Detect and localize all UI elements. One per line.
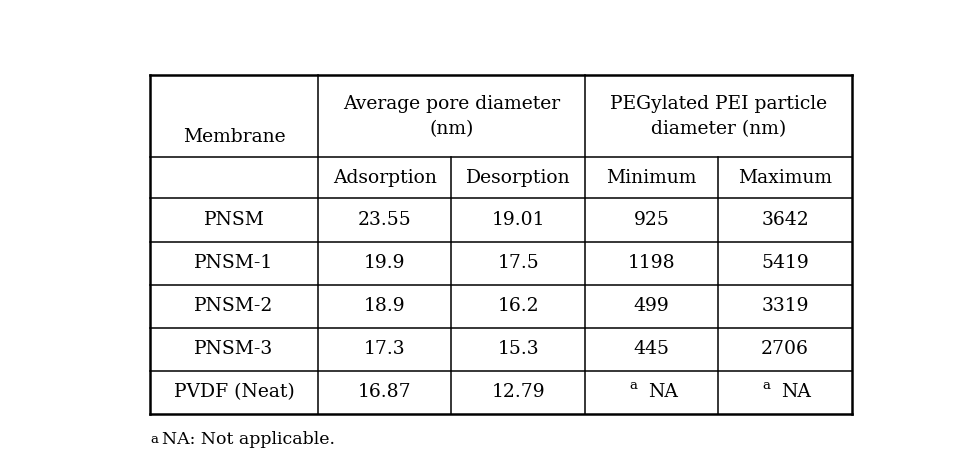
Text: PVDF (Neat): PVDF (Neat) [173, 383, 295, 401]
Text: 925: 925 [634, 211, 669, 229]
Text: Maximum: Maximum [738, 169, 832, 187]
Text: PNSM: PNSM [203, 211, 265, 229]
Text: 3642: 3642 [761, 211, 809, 229]
Text: NA: Not applicable.: NA: Not applicable. [162, 431, 335, 447]
Text: PNSM-3: PNSM-3 [195, 340, 273, 358]
Text: a: a [629, 379, 638, 392]
Text: 19.01: 19.01 [491, 211, 545, 229]
Text: PNSM-2: PNSM-2 [195, 297, 273, 315]
Text: 445: 445 [634, 340, 669, 358]
Text: 17.5: 17.5 [497, 254, 539, 272]
Text: 15.3: 15.3 [497, 340, 539, 358]
Text: 2706: 2706 [761, 340, 809, 358]
Text: NA: NA [648, 383, 678, 401]
Text: NA: NA [781, 383, 811, 401]
Text: Minimum: Minimum [607, 169, 697, 187]
Text: 499: 499 [634, 297, 669, 315]
Text: a: a [150, 433, 158, 446]
Text: Membrane: Membrane [183, 128, 285, 146]
Text: PEGylated PEI particle
diameter (nm): PEGylated PEI particle diameter (nm) [610, 95, 827, 138]
Text: Adsorption: Adsorption [333, 169, 436, 187]
Text: 23.55: 23.55 [358, 211, 411, 229]
Text: Desorption: Desorption [466, 169, 570, 187]
Text: 3319: 3319 [762, 297, 809, 315]
Text: Average pore diameter
(nm): Average pore diameter (nm) [343, 95, 560, 138]
Text: 5419: 5419 [761, 254, 809, 272]
Text: 12.79: 12.79 [491, 383, 545, 401]
Text: a: a [763, 379, 770, 392]
Text: 1198: 1198 [628, 254, 675, 272]
Text: 19.9: 19.9 [364, 254, 405, 272]
Text: 18.9: 18.9 [364, 297, 405, 315]
Text: 17.3: 17.3 [364, 340, 405, 358]
Text: 16.87: 16.87 [358, 383, 411, 401]
Text: PNSM-1: PNSM-1 [195, 254, 273, 272]
Text: 16.2: 16.2 [497, 297, 539, 315]
